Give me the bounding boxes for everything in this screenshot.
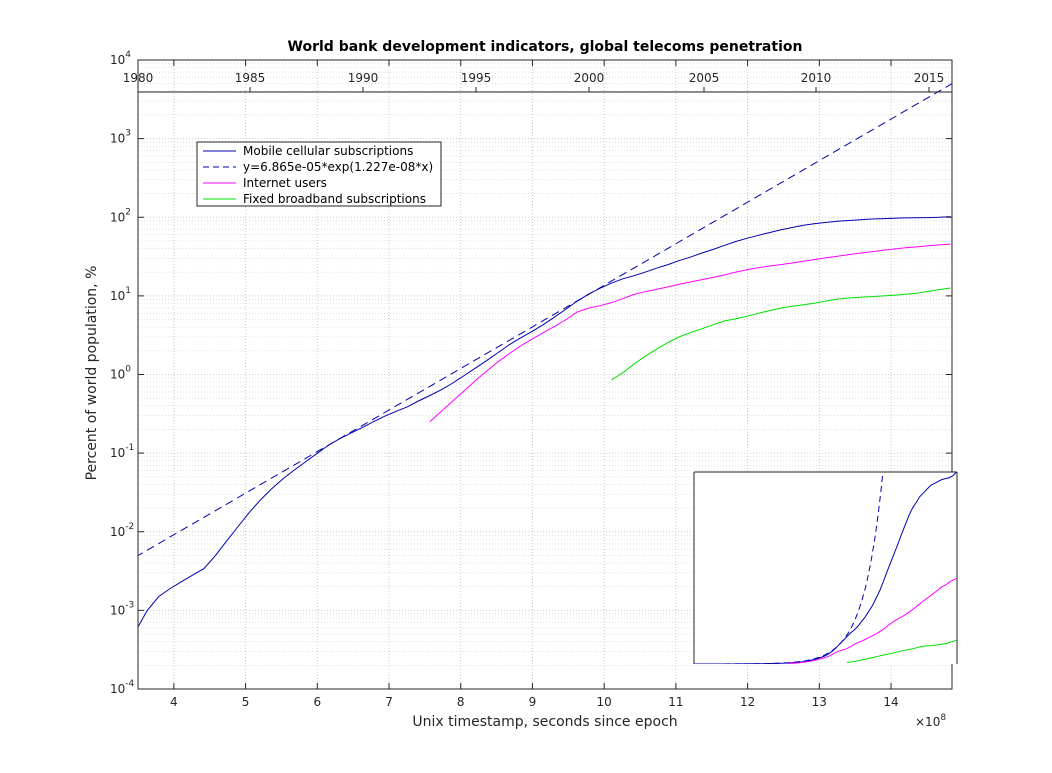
y-tick-label: 10-4 [110,679,135,696]
inset-background [694,472,957,664]
x-exponent-power: 8 [940,713,946,723]
top-axis-year-label: 1990 [348,71,379,85]
top-axis-year-label: 1995 [461,71,492,85]
legend-label-4: Fixed broadband subscriptions [243,192,426,206]
x-tick-label: 4 [170,695,178,709]
y-tick-label: 101 [110,286,131,303]
inset-series-line-3 [788,577,957,664]
x-axis-label: Unix timestamp, seconds since epoch [412,714,677,730]
legend-label-3: Internet users [243,176,327,190]
x-tick-label: 10 [597,695,612,709]
legend: Mobile cellular subscriptions y=6.865e-05… [196,141,442,207]
inset-plot [693,471,958,664]
top-axis-year-label: 1980 [123,71,154,85]
x-tick-label: 9 [529,695,537,709]
inset-series-line-2 [694,472,884,664]
x-tick-label: 13 [812,695,827,709]
chart-title: World bank development indicators, globa… [288,39,803,55]
x-tick-label: 5 [242,695,250,709]
series-line-2 [138,83,952,557]
plot-lines [138,83,952,628]
series-line-4 [611,287,951,381]
y-axis-label: Percent of world population, % [84,266,100,481]
x-tick-label: 14 [883,695,898,709]
series-line-1 [138,216,951,628]
top-year-axis: 1980 1985 1990 1995 2000 2005 2010 2015 [123,71,952,93]
y-tick-label: 103 [110,129,131,146]
legend-label-1: Mobile cellular subscriptions [243,144,413,158]
series-line-3 [429,243,951,423]
x-tick-label: 12 [740,695,755,709]
legend-label-2: y=6.865e-05*exp(1.227e-08*x) [243,160,433,174]
x-tick-label: 6 [313,695,321,709]
top-axis-year-label: 2005 [689,71,720,85]
x-tick-label: 7 [385,695,393,709]
x-exponent-label: ×108 [915,713,946,729]
y-tick-label: 100 [110,365,131,382]
x-tick-label: 8 [457,695,465,709]
x-exponent-base: ×10 [915,715,940,729]
top-axis-year-label: 2000 [574,71,605,85]
inset-series-line-4 [846,639,957,663]
x-axis: 4 5 6 7 8 9 10 11 12 13 14 [170,60,899,709]
y-tick-label: 102 [110,207,131,224]
y-tick-label: 10-2 [110,522,134,539]
y-axis: 10-4 10-3 10-2 10-1 100 101 102 103 104 [110,50,952,696]
y-tick-label: 10-1 [110,443,134,460]
y-tick-label: 10-3 [110,600,134,617]
legend-box [196,141,442,207]
x-tick-label: 11 [668,695,683,709]
top-axis-year-label: 1985 [235,71,266,85]
top-axis-year-label: 2010 [801,71,832,85]
y-tick-label: 104 [110,50,131,67]
top-axis-year-label: 2015 [914,71,945,85]
